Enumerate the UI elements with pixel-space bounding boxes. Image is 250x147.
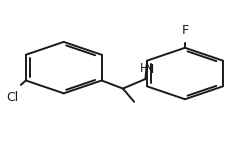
Text: H: H xyxy=(140,62,148,75)
Text: N: N xyxy=(145,63,154,76)
Text: Cl: Cl xyxy=(6,91,18,104)
Text: F: F xyxy=(182,25,188,37)
